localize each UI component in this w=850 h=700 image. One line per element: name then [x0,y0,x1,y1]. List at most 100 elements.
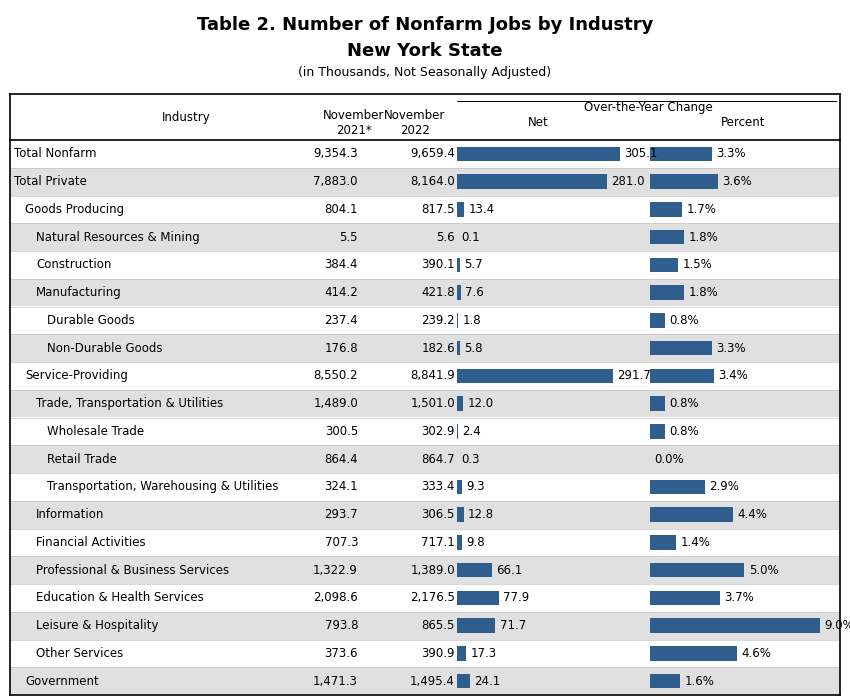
Text: Durable Goods: Durable Goods [47,314,135,327]
Text: 817.5: 817.5 [422,203,455,216]
Text: 865.5: 865.5 [422,619,455,632]
Text: 13.4: 13.4 [468,203,495,216]
Text: 17.3: 17.3 [471,647,496,660]
Bar [10,640,840,667]
Bar [650,286,684,300]
Text: 5.8: 5.8 [464,342,483,355]
Bar [650,563,745,578]
Text: Government: Government [25,675,99,687]
Bar [457,646,467,661]
Bar [457,396,463,411]
Text: 281.0: 281.0 [611,175,645,188]
Text: 5.7: 5.7 [464,258,483,272]
Bar [10,556,840,584]
Bar [10,335,840,362]
Text: 804.1: 804.1 [325,203,358,216]
Text: 1,501.0: 1,501.0 [411,397,455,410]
Bar [650,202,682,216]
Text: 9.8: 9.8 [467,536,485,549]
Text: 3.7%: 3.7% [724,592,754,604]
Text: 1,471.3: 1,471.3 [313,675,358,687]
Bar [650,618,820,633]
Bar [10,279,840,307]
Text: 0.3: 0.3 [462,453,480,466]
Text: 717.1: 717.1 [422,536,455,549]
Text: 239.2: 239.2 [422,314,455,327]
Bar [10,667,840,695]
Text: 8,164.0: 8,164.0 [411,175,455,188]
Text: Leisure & Hospitality: Leisure & Hospitality [36,619,159,632]
Text: New York State: New York State [348,42,502,60]
Text: 77.9: 77.9 [503,592,529,604]
Bar [10,473,840,500]
Text: Retail Trade: Retail Trade [47,453,117,466]
Bar [650,480,705,494]
Bar [10,362,840,390]
Bar [457,258,460,272]
Bar [10,612,840,640]
Text: November
2021*: November 2021* [323,109,384,137]
Text: Total Private: Total Private [14,175,87,188]
Text: 421.8: 421.8 [422,286,455,299]
Text: 300.5: 300.5 [325,425,358,438]
Bar [10,94,840,140]
Text: 7,883.0: 7,883.0 [314,175,358,188]
Bar [10,390,840,417]
Text: Natural Resources & Mining: Natural Resources & Mining [36,230,200,244]
Text: Professional & Business Services: Professional & Business Services [36,564,230,577]
Text: 2.9%: 2.9% [709,480,739,494]
Text: 237.4: 237.4 [325,314,358,327]
Text: 1.5%: 1.5% [683,258,712,272]
Text: 176.8: 176.8 [325,342,358,355]
Text: 9.3: 9.3 [466,480,484,494]
Bar [457,508,464,522]
Text: 5.5: 5.5 [339,230,358,244]
Bar [650,174,718,189]
Bar [650,674,680,688]
Text: Non-Durable Goods: Non-Durable Goods [47,342,162,355]
Text: 864.4: 864.4 [325,453,358,466]
Bar [10,168,840,195]
Text: 1.7%: 1.7% [686,203,717,216]
Text: 306.5: 306.5 [422,508,455,521]
Text: 384.4: 384.4 [325,258,358,272]
Text: 1,389.0: 1,389.0 [411,564,455,577]
Bar [457,591,499,605]
Text: 0.0%: 0.0% [654,453,684,466]
Bar [650,230,684,244]
Text: 305.1: 305.1 [624,148,658,160]
Text: 8,550.2: 8,550.2 [314,370,358,382]
Bar [457,536,462,550]
Text: 864.7: 864.7 [422,453,455,466]
Text: 793.8: 793.8 [325,619,358,632]
Text: 707.3: 707.3 [325,536,358,549]
Text: 1,322.9: 1,322.9 [313,564,358,577]
Bar [10,445,840,473]
Text: 5.0%: 5.0% [749,564,779,577]
Text: Financial Activities: Financial Activities [36,536,145,549]
Text: 0.8%: 0.8% [669,314,699,327]
Text: 182.6: 182.6 [422,342,455,355]
Text: Goods Producing: Goods Producing [25,203,124,216]
Text: 414.2: 414.2 [324,286,358,299]
Text: 3.3%: 3.3% [717,148,746,160]
Text: Industry: Industry [162,111,210,123]
Text: (in Thousands, Not Seasonally Adjusted): (in Thousands, Not Seasonally Adjusted) [298,66,552,79]
Text: Percent: Percent [721,116,765,130]
Text: Information: Information [36,508,105,521]
Text: 1,489.0: 1,489.0 [314,397,358,410]
Text: Education & Health Services: Education & Health Services [36,592,204,604]
Text: 0.1: 0.1 [462,230,480,244]
Text: 1.6%: 1.6% [684,675,714,687]
Bar [457,174,607,189]
Text: Manufacturing: Manufacturing [36,286,122,299]
Bar [457,202,464,216]
Bar [10,251,840,279]
Bar [10,500,840,528]
Bar [650,591,720,605]
Bar [10,223,840,251]
Text: 2,176.5: 2,176.5 [410,592,455,604]
Bar [10,307,840,335]
Text: 24.1: 24.1 [474,675,501,687]
Bar [650,646,737,661]
